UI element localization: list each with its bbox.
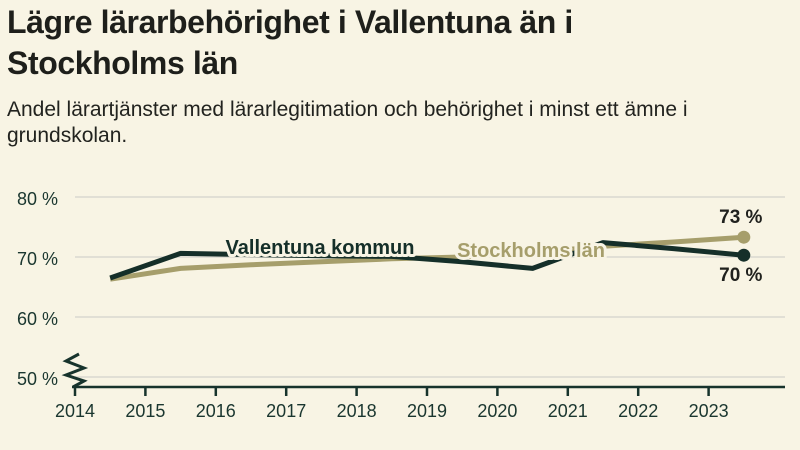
end-dot-vallentuna-kommun: [737, 248, 751, 262]
y-tick-label-50: 50 %: [17, 369, 58, 389]
y-tick-label-80: 80 %: [17, 189, 58, 209]
x-tick-label-2020: 2020: [477, 401, 517, 421]
x-tick-label-2023: 2023: [689, 401, 729, 421]
chart-subtitle-line-1: Andel lärartjänster med lärarlegitimatio…: [7, 98, 688, 121]
series-label-vallentuna-kommun: Vallentuna kommun: [226, 237, 415, 259]
chart-title: Lägre lärarbehörighet i Vallentuna än i …: [7, 2, 793, 84]
axis-break-icon: [61, 352, 89, 389]
end-dot-stockholms-l-n: [737, 230, 751, 244]
chart-subtitle: Andel lärartjänster med lärarlegitimatio…: [7, 97, 793, 149]
chart-subtitle-line-2: grundskolan.: [7, 124, 128, 147]
chart-header: Lägre lärarbehörighet i Vallentuna än i …: [7, 2, 793, 149]
series-line-vallentuna-kommun: [109, 240, 745, 281]
end-value-label-stockholms-l-n: 73 %: [719, 207, 762, 228]
x-tick-label-2015: 2015: [125, 401, 165, 421]
x-tick-label-2016: 2016: [196, 401, 236, 421]
x-tick-label-2014: 2014: [55, 401, 95, 421]
series-label-stockholms-l-n: Stockholms län: [457, 240, 605, 262]
x-tick-label-2021: 2021: [548, 401, 588, 421]
x-tick-label-2018: 2018: [337, 401, 377, 421]
x-tick-label-2017: 2017: [266, 401, 306, 421]
chart-title-line-2: Stockholms län: [7, 45, 238, 81]
chart-title-line-1: Lägre lärarbehörighet i Vallentuna än i: [7, 4, 573, 40]
y-tick-label-70: 70 %: [17, 249, 58, 269]
y-tick-label-60: 60 %: [17, 309, 58, 329]
x-tick-label-2022: 2022: [618, 401, 658, 421]
x-tick-label-2019: 2019: [407, 401, 447, 421]
end-value-label-vallentuna-kommun: 70 %: [719, 265, 762, 286]
